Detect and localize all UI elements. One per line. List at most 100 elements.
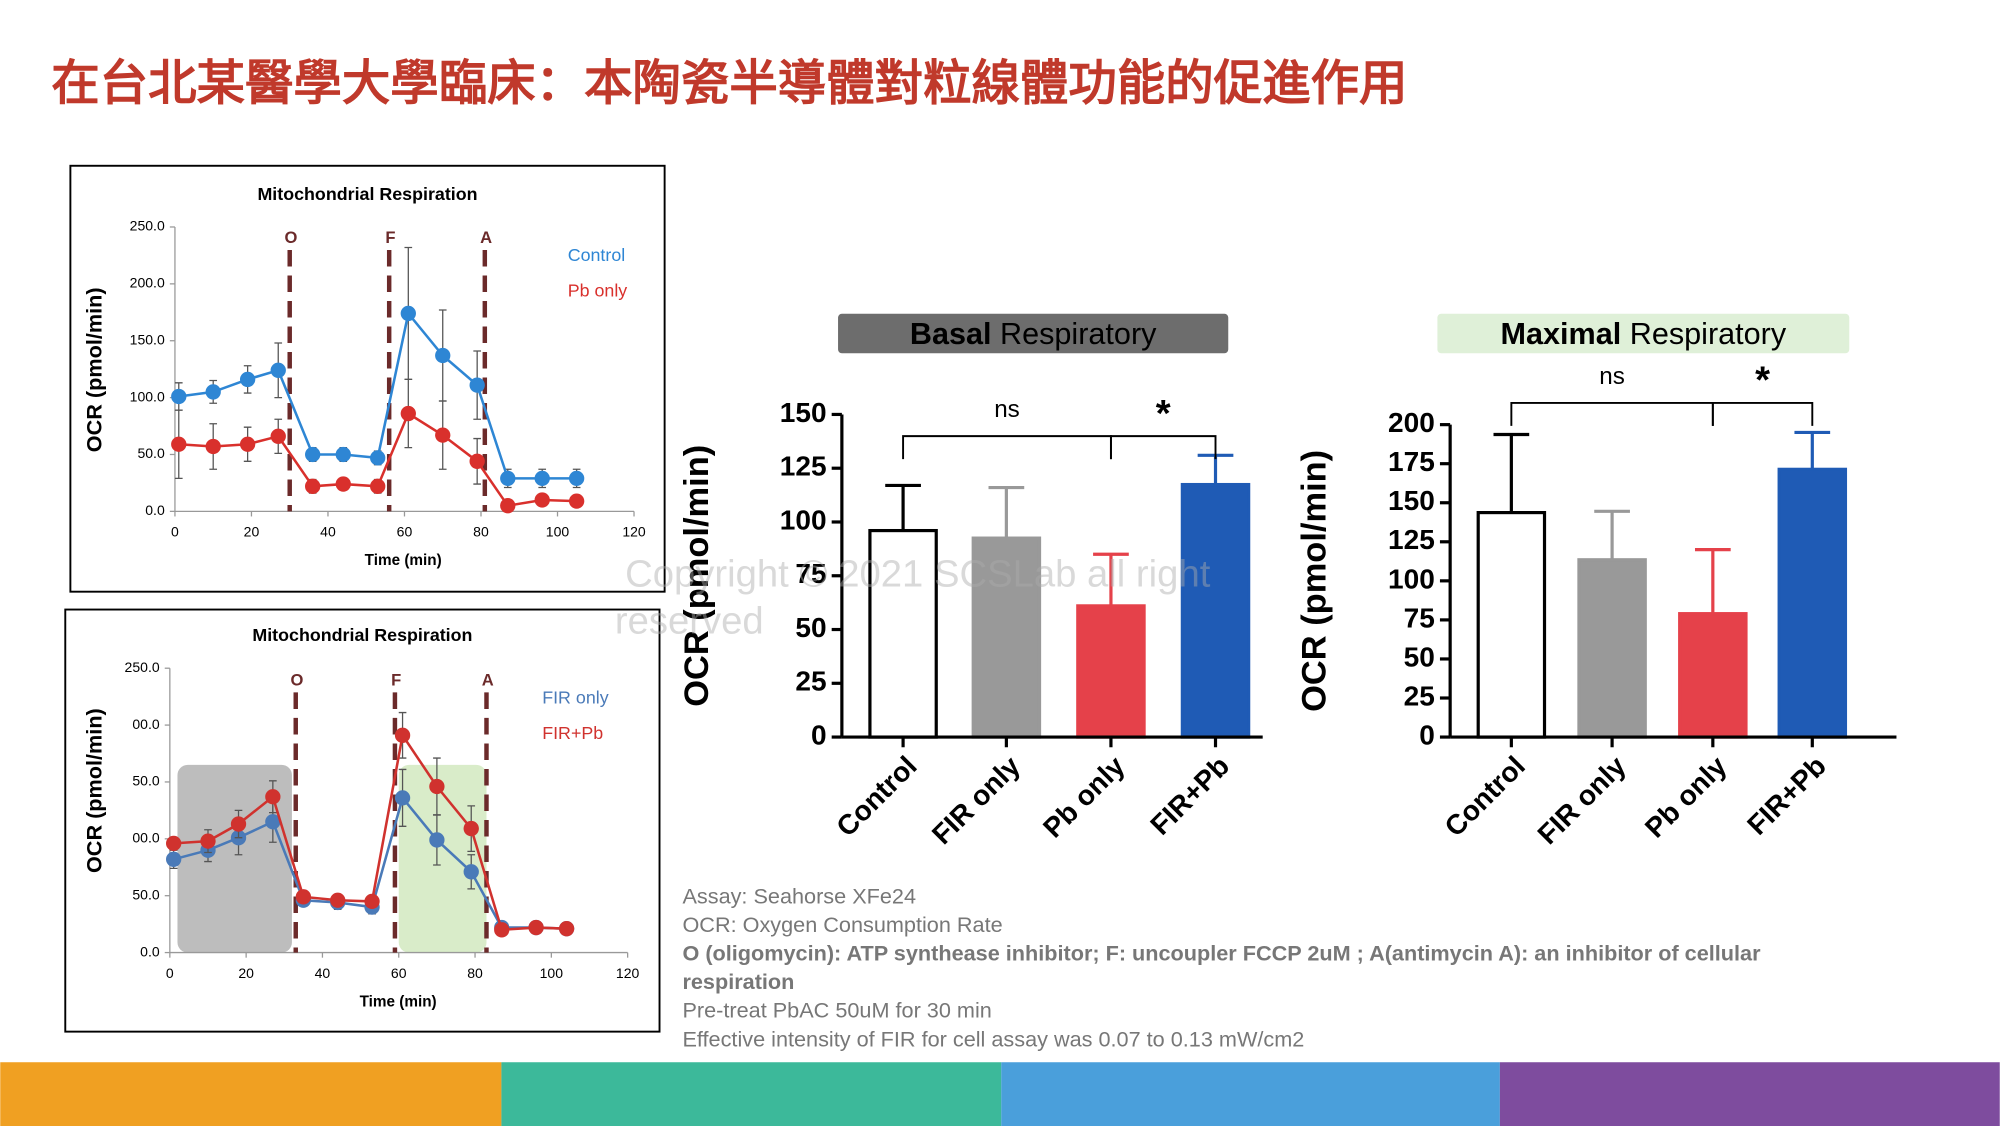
x-tick-label: 100 <box>546 524 570 540</box>
shaded-region <box>177 764 292 953</box>
legend-entry: Pb only <box>568 281 628 301</box>
y-tick-label: 100.0 <box>130 388 165 404</box>
x-tick-label: Control <box>1439 750 1531 842</box>
x-tick-label: FIR only <box>926 750 1026 850</box>
y-axis-label: OCR (pmol/min) <box>82 287 107 452</box>
significance-bracket <box>902 435 1112 460</box>
y-tick-label: 50 <box>1404 641 1435 672</box>
bar <box>1476 510 1547 739</box>
data-point <box>500 470 516 487</box>
x-tick-label: FIR only <box>1532 750 1632 850</box>
data-point <box>335 476 351 492</box>
y-tick-label: 50.0 <box>132 886 159 902</box>
bar <box>971 536 1042 739</box>
legend-entry: FIR+Pb <box>542 723 603 743</box>
x-tick-label: 0 <box>171 524 179 540</box>
y-tick-label: 200 <box>1388 407 1435 438</box>
x-tick-label: 60 <box>391 965 407 981</box>
x-tick-label: 20 <box>244 524 260 540</box>
y-axis-label: OCR (pmol/min) <box>1295 450 1333 712</box>
title-rest: Respiratory <box>1630 317 1787 351</box>
y-tick-label: 125 <box>780 451 827 482</box>
y-axis-label: OCR (pmol/min) <box>82 708 107 873</box>
data-point <box>330 892 346 908</box>
data-point <box>469 377 485 393</box>
slide-title: 在台北某醫學大學臨床：本陶瓷半導體對粒線體功能的促進作用 <box>51 57 1407 111</box>
data-point <box>435 427 451 443</box>
legend-entry: Control <box>568 245 626 265</box>
x-tick-label: 120 <box>622 524 646 540</box>
bar <box>1577 558 1647 739</box>
chart-title: Mitochondrial Respiration <box>257 184 477 204</box>
data-point <box>239 436 256 452</box>
y-tick-label: 250.0 <box>125 659 160 675</box>
chart-frame <box>64 608 661 1033</box>
y-tick-label: 250.0 <box>130 218 165 234</box>
data-point <box>305 446 321 463</box>
data-point <box>239 371 256 388</box>
data-point <box>568 470 585 487</box>
data-point <box>400 405 416 422</box>
y-tick-label: 175 <box>1388 446 1435 477</box>
title-bold: Basal <box>910 317 992 351</box>
data-point <box>166 835 182 852</box>
y-tick-label: 0.0 <box>140 943 160 959</box>
data-point <box>370 478 386 494</box>
chart-title: Mitochondrial Respiration <box>252 625 472 645</box>
y-tick-label: 75 <box>1404 602 1435 633</box>
error-bar <box>1694 548 1731 614</box>
data-point <box>435 347 451 364</box>
note: OCR: Oxygen Consumption Rate <box>682 912 1002 937</box>
error-bar <box>1197 453 1234 485</box>
data-point <box>335 446 351 463</box>
error-bar <box>1594 509 1630 560</box>
data-point <box>429 778 445 795</box>
footer-band <box>0 1062 502 1126</box>
y-tick-label: 50.0 <box>137 445 164 461</box>
data-point <box>534 492 550 508</box>
y-tick-label: 25 <box>795 666 826 697</box>
data-point <box>265 789 281 805</box>
error-bar <box>1794 430 1831 470</box>
x-tick-label: 40 <box>315 965 331 981</box>
data-point <box>469 453 485 469</box>
title-box <box>1437 313 1850 354</box>
marker-label: A <box>482 670 494 689</box>
data-point <box>305 478 321 494</box>
data-point <box>494 922 510 938</box>
error-bar <box>1493 432 1530 513</box>
x-axis-label: Time (min) <box>360 993 437 1010</box>
data-point <box>528 919 544 936</box>
data-point <box>265 814 281 830</box>
error-bar <box>988 485 1025 539</box>
bar <box>868 528 938 739</box>
y-axis-label: OCR (pmol/min) <box>678 445 716 707</box>
marker-label: A <box>480 228 492 247</box>
y-tick-label: 125 <box>1388 524 1435 555</box>
footer-band <box>501 1062 1002 1126</box>
bar <box>1678 612 1748 739</box>
data-point <box>400 305 416 322</box>
data-point <box>500 498 516 514</box>
data-point <box>200 833 216 849</box>
footer-band <box>1001 1062 1500 1126</box>
x-tick-label: FIR+Pb <box>1144 750 1235 841</box>
x-tick-label: 60 <box>397 524 413 540</box>
significance-label: * <box>1755 359 1770 402</box>
x-tick-label: 80 <box>473 524 489 540</box>
y-tick-label: 100 <box>1388 563 1435 594</box>
data-point <box>171 388 187 405</box>
title-bold: Maximal <box>1501 317 1622 351</box>
y-tick-label: 100 <box>780 504 827 535</box>
watermark: Copyright © 2021 SCSLab all right <box>625 552 1211 595</box>
data-point <box>295 889 312 905</box>
data-point <box>429 832 445 848</box>
x-tick-label: 0 <box>166 965 174 981</box>
data-point <box>171 436 187 452</box>
note: Assay: Seahorse XFe24 <box>682 883 916 908</box>
data-point <box>270 362 286 378</box>
data-point <box>463 864 479 880</box>
title-box <box>838 313 1229 354</box>
y-tick-label: 25 <box>1404 680 1435 711</box>
